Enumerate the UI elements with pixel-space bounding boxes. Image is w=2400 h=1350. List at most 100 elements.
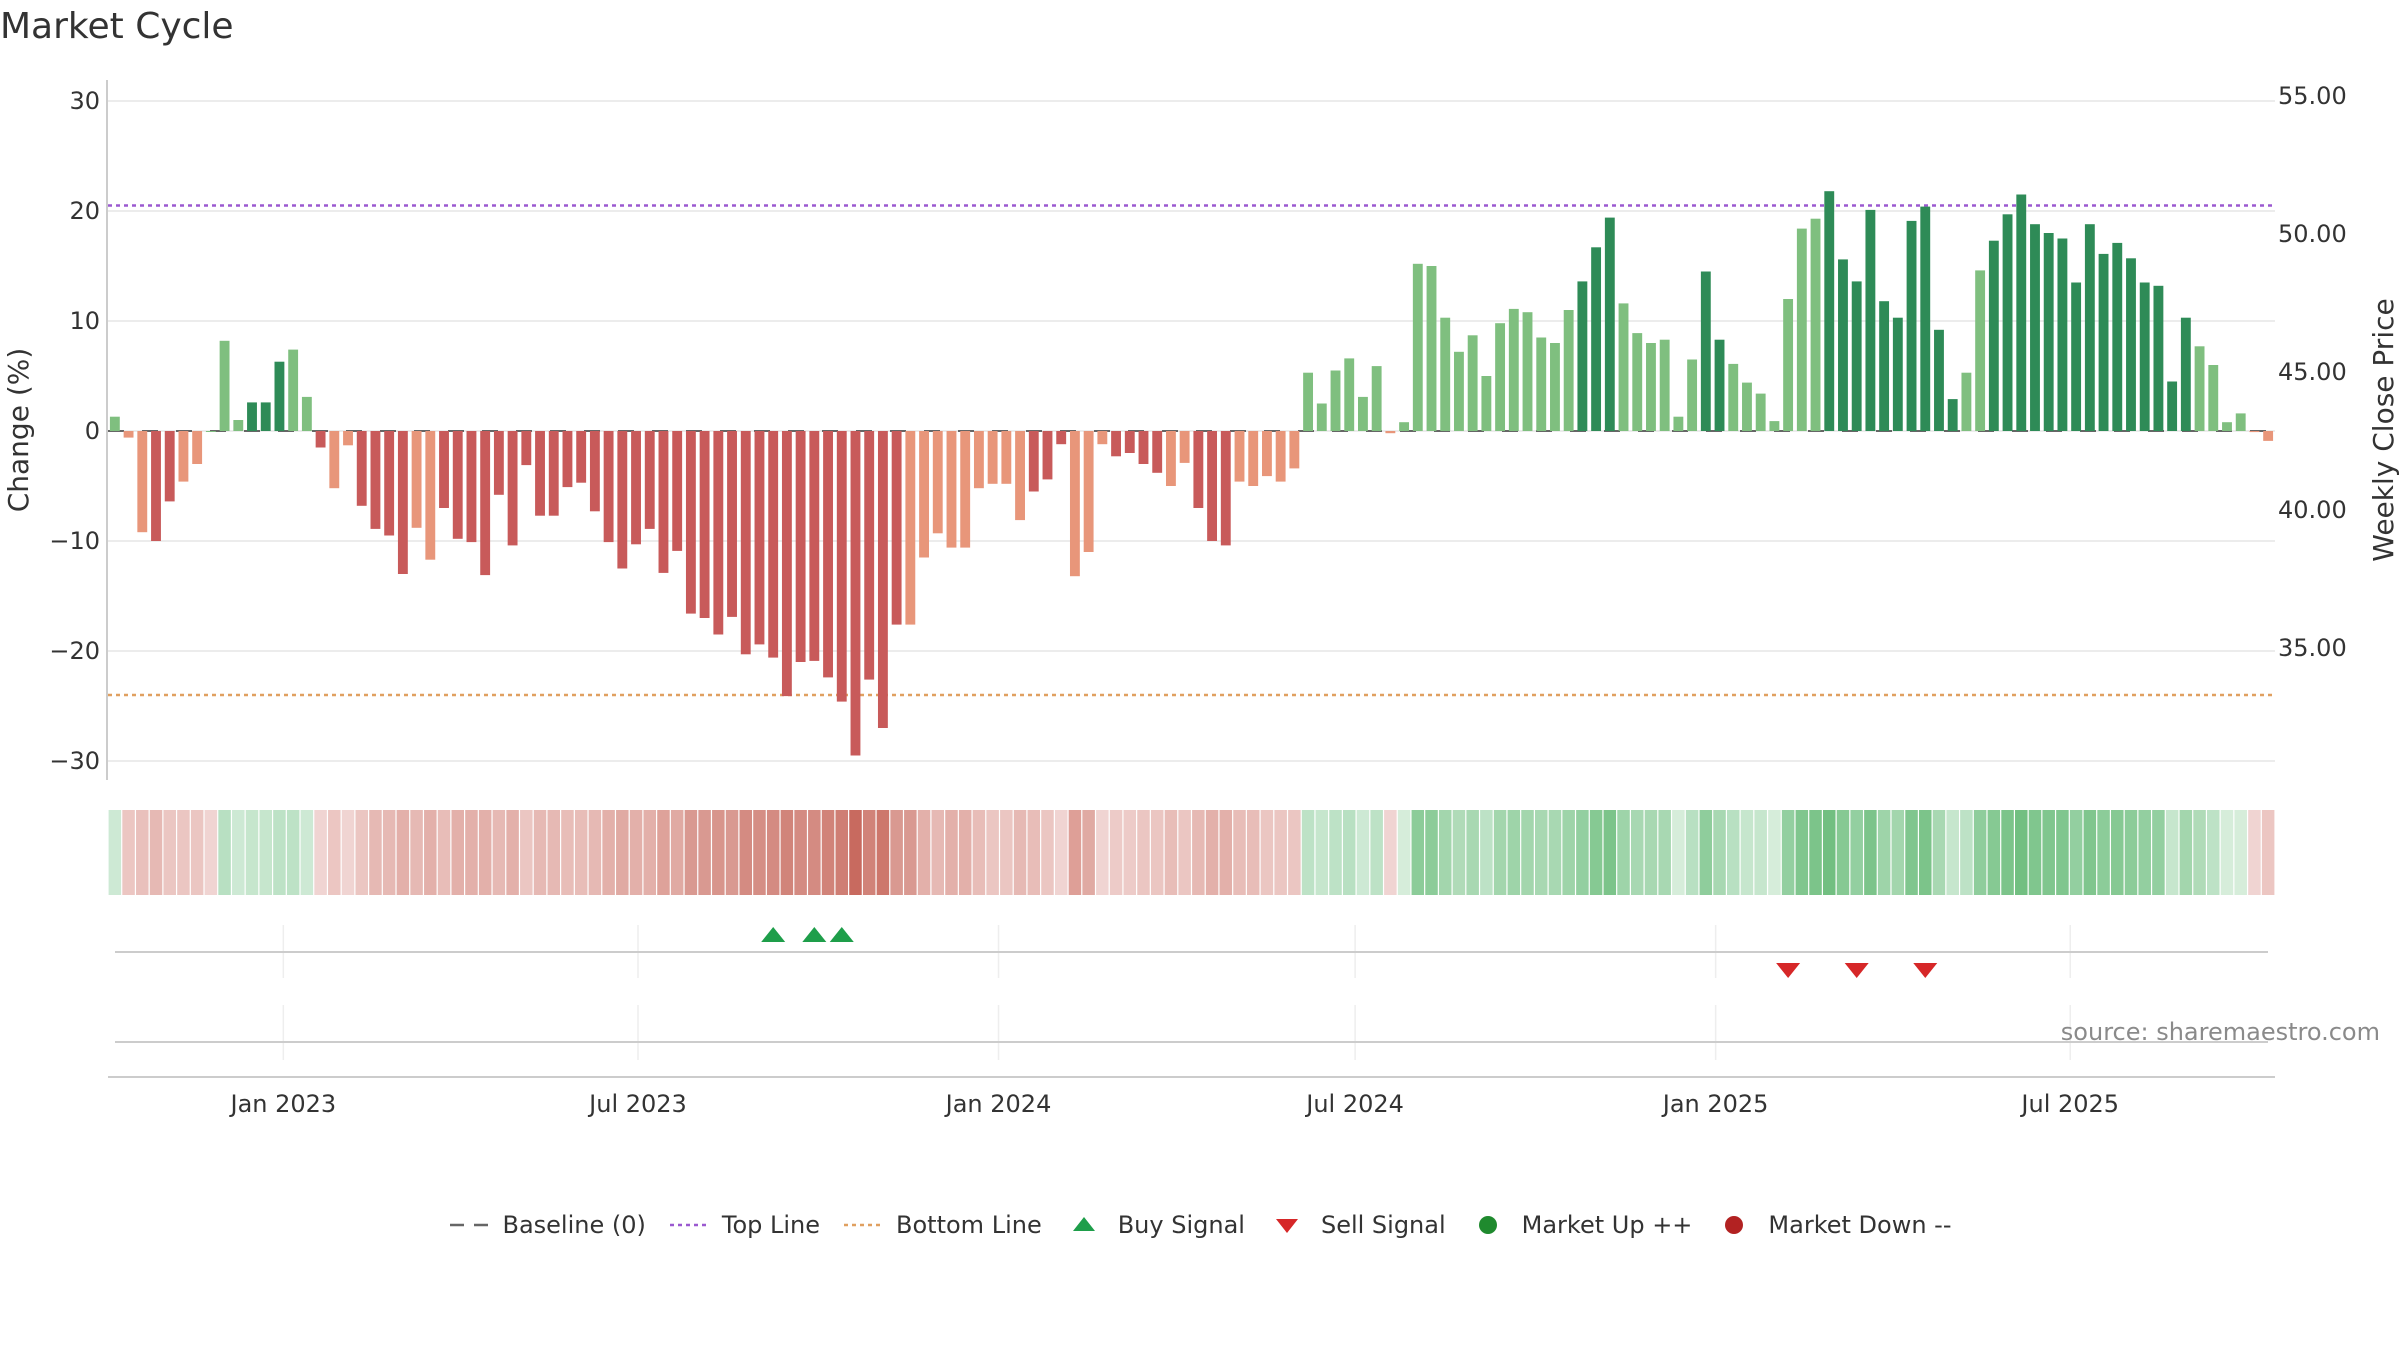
- strip-cell: [1685, 810, 1699, 895]
- strip-cell: [1329, 810, 1342, 895]
- bar: [1604, 217, 1615, 431]
- bar: [2057, 238, 2068, 431]
- bar: [877, 431, 888, 728]
- strip-cell: [286, 810, 300, 895]
- strip-cell: [1960, 810, 1973, 895]
- strip-cell: [1946, 810, 1959, 895]
- strip-cell: [273, 810, 286, 895]
- bar: [1577, 281, 1588, 431]
- y-tick-label: 30: [69, 87, 100, 115]
- legend-item[interactable]: Sell Signal: [1267, 1211, 1446, 1239]
- strip-cell: [1109, 810, 1123, 895]
- y-tick-label: −10: [49, 527, 100, 555]
- strip-cell: [1726, 810, 1740, 895]
- strip-cell: [1082, 810, 1095, 895]
- bar: [1824, 191, 1835, 431]
- sell-signal-marker: [1844, 963, 1869, 978]
- y2-tick-label: 55.00: [2278, 82, 2347, 110]
- bar: [1700, 271, 1711, 431]
- legend-label: Baseline (0): [502, 1211, 646, 1239]
- strip-cell: [190, 810, 204, 895]
- bar: [439, 431, 449, 508]
- strip-cell: [986, 810, 999, 895]
- strip-cell: [328, 810, 341, 895]
- bar: [919, 431, 929, 558]
- legend-item[interactable]: Buy Signal: [1064, 1211, 1245, 1239]
- legend-item[interactable]: Top Line: [668, 1211, 820, 1239]
- chart-title: Market Cycle: [0, 6, 234, 47]
- bar: [329, 431, 340, 489]
- bar: [123, 431, 134, 438]
- strip-cell: [1905, 810, 1918, 895]
- x-tick-label: Jul 2024: [1304, 1090, 1404, 1118]
- strip-cell: [2179, 810, 2193, 895]
- buy-signal-marker: [802, 927, 827, 942]
- bar: [466, 431, 477, 543]
- bar: [164, 431, 175, 502]
- strip-cell: [2234, 810, 2247, 895]
- strip-cell: [1315, 810, 1329, 895]
- bar: [713, 431, 724, 635]
- strip-cell: [1397, 810, 1411, 895]
- bar: [1632, 333, 1643, 431]
- strip-cell: [1754, 810, 1767, 895]
- bar: [905, 431, 916, 625]
- bar: [1783, 299, 1794, 431]
- bar: [1111, 431, 1121, 457]
- bar: [1920, 206, 1931, 431]
- strip-cell: [1891, 810, 1905, 895]
- strip-cell: [561, 810, 574, 895]
- bar: [356, 431, 367, 506]
- y2-tick-label: 45.00: [2278, 358, 2347, 386]
- legend-label: Market Up ++: [1521, 1211, 1693, 1239]
- bar: [946, 431, 957, 548]
- strip-cell: [2261, 810, 2275, 895]
- strip-cell: [396, 810, 410, 895]
- bar: [1906, 220, 1917, 431]
- bar: [1892, 317, 1903, 431]
- strip-cell: [1041, 810, 1054, 895]
- bar: [658, 431, 669, 573]
- bar: [631, 431, 641, 545]
- strip-cell: [1644, 810, 1658, 895]
- strip-cell: [780, 810, 794, 895]
- strip-cell: [2097, 810, 2110, 895]
- bar: [1289, 431, 1300, 469]
- strip-cell: [739, 810, 753, 895]
- strip-cell: [2083, 810, 2097, 895]
- buy-signal-marker: [761, 927, 786, 942]
- bar: [1618, 303, 1629, 431]
- bar: [2112, 242, 2123, 431]
- legend-item[interactable]: Baseline (0): [448, 1211, 646, 1239]
- strip-cell: [972, 810, 986, 895]
- x-tick-label: Jul 2023: [587, 1090, 687, 1118]
- strip-cell: [177, 810, 190, 895]
- strip-cell: [958, 810, 972, 895]
- bars: [109, 191, 2274, 756]
- strip-cell: [766, 810, 780, 895]
- strip-cell: [1356, 810, 1370, 895]
- y2-tick-label: 40.00: [2278, 496, 2347, 524]
- bar: [1138, 431, 1149, 464]
- legend-item[interactable]: Bottom Line: [842, 1211, 1042, 1239]
- left-axis-ticks: 30 20 10 0 −10 −20 −30: [49, 87, 100, 775]
- bar: [535, 431, 545, 516]
- circle-red-icon: [1714, 1213, 1754, 1237]
- bar: [274, 361, 285, 431]
- legend-item[interactable]: Market Down --: [1714, 1211, 1952, 1239]
- bar: [315, 431, 326, 448]
- strip-cell: [1740, 810, 1754, 895]
- bar: [1742, 382, 1752, 431]
- strip-cell: [862, 810, 876, 895]
- bar: [1083, 431, 1094, 552]
- bar: [1522, 312, 1533, 431]
- legend-item[interactable]: Market Up ++: [1468, 1211, 1693, 1239]
- strip-cell: [684, 810, 698, 895]
- bar: [562, 431, 573, 488]
- bar: [960, 431, 971, 548]
- bar: [1550, 343, 1560, 431]
- strip-cell: [1000, 810, 1013, 895]
- buy-signal-marker: [829, 927, 854, 942]
- strip-cell: [821, 810, 835, 895]
